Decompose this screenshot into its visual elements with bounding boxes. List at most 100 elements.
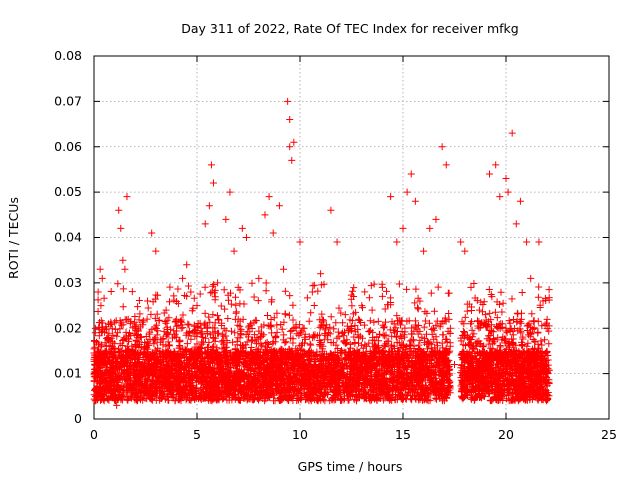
data-point — [222, 215, 230, 223]
data-point — [137, 333, 145, 341]
data-point — [115, 206, 123, 214]
data-point — [504, 188, 512, 196]
y-tick-label: 0.04 — [54, 230, 82, 245]
data-point — [226, 188, 234, 196]
data-point — [341, 311, 349, 319]
y-tick-label: 0.02 — [54, 320, 82, 335]
data-point — [308, 288, 316, 296]
dense-cloud-marks — [90, 279, 553, 405]
data-point — [230, 247, 238, 255]
data-point — [358, 302, 366, 310]
data-point — [148, 229, 156, 237]
y-tick-label: 0.05 — [54, 184, 82, 199]
data-point — [131, 361, 139, 369]
data-point — [317, 270, 325, 278]
data-point — [98, 274, 106, 282]
data-point — [467, 283, 475, 291]
data-point — [457, 238, 465, 246]
data-point — [102, 342, 110, 350]
data-point — [543, 379, 551, 387]
data-point — [92, 374, 100, 382]
data-point — [179, 274, 187, 282]
data-point — [461, 247, 469, 255]
data-point — [216, 392, 224, 400]
data-point — [426, 224, 434, 232]
data-point — [247, 320, 255, 328]
y-tick-label: 0.01 — [54, 366, 82, 381]
x-tick-label: 10 — [292, 427, 308, 442]
data-point — [207, 161, 215, 169]
data-point — [535, 238, 543, 246]
data-point — [113, 401, 121, 409]
x-tick-label: 15 — [395, 427, 411, 442]
y-tick-label: 0.07 — [54, 93, 82, 108]
data-point — [393, 238, 401, 246]
data-point — [496, 193, 504, 201]
dense-data-cloud — [90, 279, 553, 405]
x-tick-label: 25 — [601, 427, 617, 442]
data-point — [187, 288, 195, 296]
data-point — [516, 197, 524, 205]
x-tick-label: 20 — [498, 427, 514, 442]
data-point — [473, 338, 481, 346]
chart-title: Day 311 of 2022, Rate Of TEC Index for r… — [181, 21, 518, 36]
data-point — [135, 383, 143, 391]
data-point — [121, 265, 129, 273]
data-point — [156, 347, 164, 355]
data-point — [218, 338, 226, 346]
data-point — [242, 234, 250, 241]
x-axis-label: GPS time / hours — [298, 459, 403, 474]
data-point — [205, 202, 213, 210]
data-point — [420, 247, 428, 255]
data-point — [255, 274, 263, 282]
y-tick-label: 0.03 — [54, 275, 82, 290]
data-point — [368, 306, 376, 314]
data-point — [411, 197, 419, 205]
y-tick-label: 0.06 — [54, 139, 82, 154]
data-point — [523, 238, 531, 246]
data-point — [183, 261, 191, 269]
data-point — [174, 388, 182, 396]
data-point — [451, 361, 458, 369]
data-point — [481, 311, 489, 319]
y-tick-label: 0.08 — [54, 48, 82, 63]
data-point — [508, 129, 516, 137]
data-point — [387, 193, 395, 201]
data-point — [209, 179, 217, 187]
data-point — [486, 170, 494, 178]
data-point — [502, 175, 510, 183]
data-point — [290, 138, 298, 146]
x-tick-label: 5 — [193, 427, 201, 442]
data-point — [172, 333, 180, 341]
data-point — [360, 388, 368, 396]
data-point — [492, 161, 500, 169]
data-point — [288, 156, 296, 164]
data-point — [512, 220, 520, 228]
data-point — [125, 370, 133, 378]
data-point — [284, 97, 292, 105]
data-point — [197, 324, 205, 332]
data-point — [378, 283, 386, 291]
data-point — [94, 288, 102, 296]
data-point — [117, 224, 125, 232]
data-point — [407, 170, 415, 178]
data-point — [269, 229, 277, 237]
data-point — [286, 116, 294, 124]
data-point — [100, 361, 108, 369]
data-point — [280, 265, 288, 273]
data-point — [119, 256, 127, 264]
data-point — [261, 211, 269, 219]
data-point — [238, 224, 246, 232]
data-point — [265, 193, 273, 201]
data-point — [123, 193, 131, 201]
data-point — [111, 379, 119, 387]
x-tick-label: 0 — [90, 427, 98, 442]
data-point — [296, 238, 304, 246]
y-axis-label: ROTI / TECUs — [6, 197, 21, 279]
axis-tick-labels: 0 5 10 15 20 25 0 0.01 0.02 0.03 0.04 0.05 0.06 0.07 0… — [54, 48, 617, 442]
data-point — [415, 379, 423, 387]
data-point — [152, 247, 160, 255]
data-point — [286, 143, 294, 151]
data-point — [350, 292, 358, 300]
